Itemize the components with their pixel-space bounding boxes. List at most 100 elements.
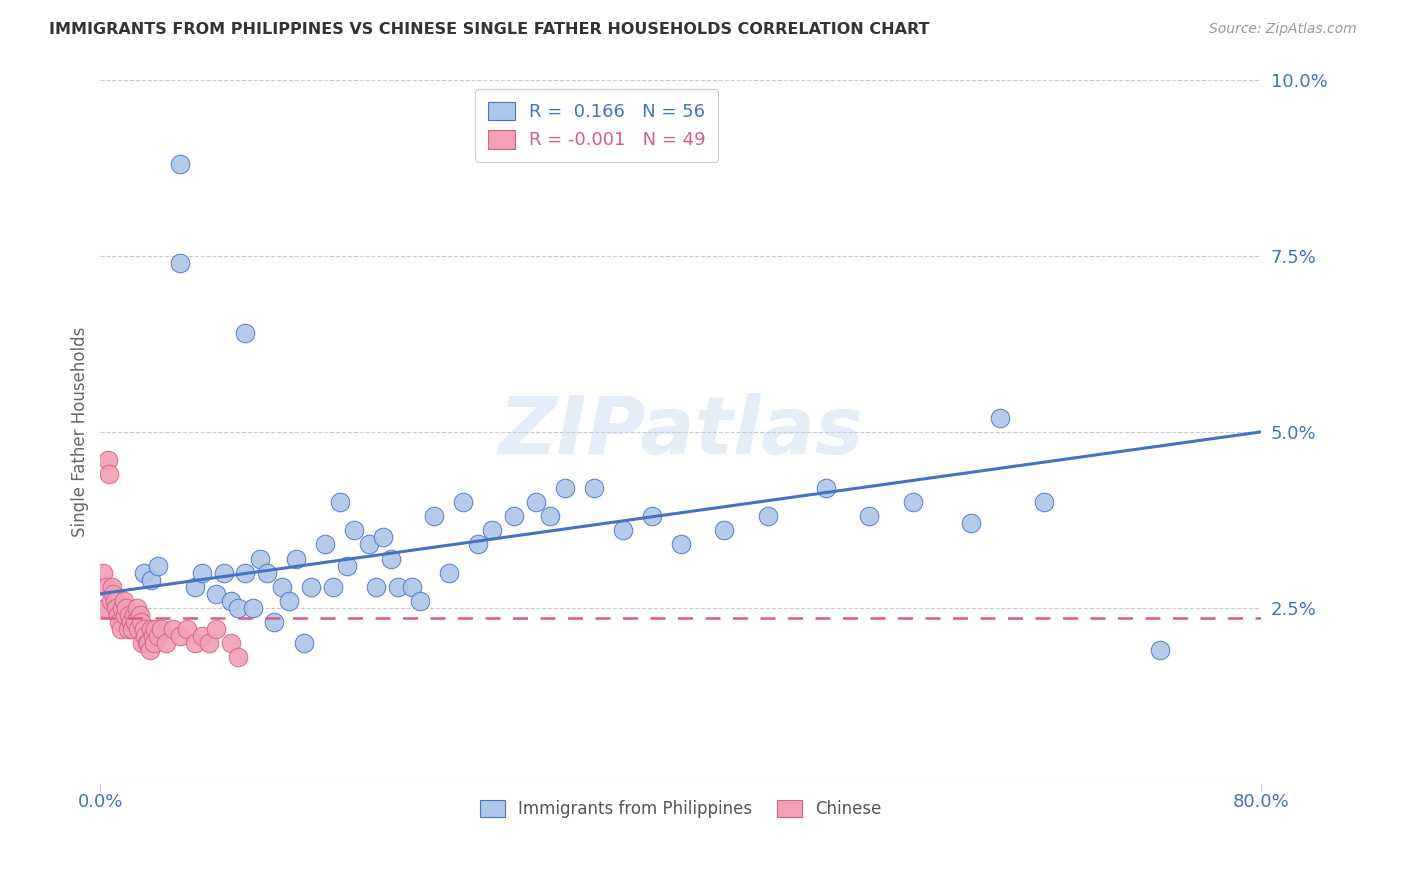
- Point: [387, 580, 409, 594]
- Point: [960, 516, 983, 531]
- Point: [814, 481, 837, 495]
- Point: [299, 580, 322, 594]
- Point: [91, 566, 114, 580]
- Point: [118, 607, 141, 622]
- Point: [713, 524, 735, 538]
- Point: [1149, 643, 1171, 657]
- Point: [148, 558, 170, 573]
- Point: [554, 481, 576, 495]
- Point: [858, 509, 880, 524]
- Point: [183, 580, 205, 594]
- Point: [93, 600, 115, 615]
- Point: [322, 580, 344, 594]
- Point: [114, 607, 136, 622]
- Point: [145, 622, 167, 636]
- Point: [97, 453, 120, 467]
- Point: [169, 157, 191, 171]
- Point: [191, 566, 214, 580]
- Text: IMMIGRANTS FROM PHILIPPINES VS CHINESE SINGLE FATHER HOUSEHOLDS CORRELATION CHAR: IMMIGRANTS FROM PHILIPPINES VS CHINESE S…: [49, 22, 929, 37]
- Point: [641, 509, 664, 524]
- Point: [242, 600, 264, 615]
- Point: [139, 622, 162, 636]
- Point: [226, 600, 249, 615]
- Point: [150, 622, 173, 636]
- Point: [226, 650, 249, 665]
- Point: [162, 622, 184, 636]
- Point: [103, 587, 125, 601]
- Point: [120, 615, 142, 629]
- Legend: Immigrants from Philippines, Chinese: Immigrants from Philippines, Chinese: [472, 793, 889, 825]
- Point: [134, 629, 156, 643]
- Point: [235, 566, 257, 580]
- Point: [249, 551, 271, 566]
- Point: [364, 580, 387, 594]
- Point: [538, 509, 561, 524]
- Point: [100, 593, 122, 607]
- Point: [278, 593, 301, 607]
- Point: [122, 607, 145, 622]
- Point: [329, 495, 352, 509]
- Point: [756, 509, 779, 524]
- Point: [129, 615, 152, 629]
- Text: Source: ZipAtlas.com: Source: ZipAtlas.com: [1209, 22, 1357, 37]
- Point: [503, 509, 526, 524]
- Point: [176, 622, 198, 636]
- Point: [138, 643, 160, 657]
- Point: [125, 600, 148, 615]
- Point: [901, 495, 924, 509]
- Point: [148, 629, 170, 643]
- Point: [256, 566, 278, 580]
- Point: [139, 573, 162, 587]
- Point: [467, 537, 489, 551]
- Point: [669, 537, 692, 551]
- Point: [481, 524, 503, 538]
- Point: [437, 566, 460, 580]
- Point: [270, 580, 292, 594]
- Point: [357, 537, 380, 551]
- Point: [314, 537, 336, 551]
- Point: [104, 593, 127, 607]
- Point: [108, 615, 131, 629]
- Point: [205, 587, 228, 601]
- Point: [988, 410, 1011, 425]
- Point: [423, 509, 446, 524]
- Point: [128, 607, 150, 622]
- Point: [373, 530, 395, 544]
- Point: [582, 481, 605, 495]
- Point: [112, 593, 135, 607]
- Point: [132, 622, 155, 636]
- Point: [111, 600, 134, 615]
- Point: [191, 629, 214, 643]
- Point: [401, 580, 423, 594]
- Point: [105, 600, 128, 615]
- Point: [263, 615, 285, 629]
- Point: [292, 636, 315, 650]
- Point: [408, 593, 430, 607]
- Point: [121, 622, 143, 636]
- Point: [1032, 495, 1054, 509]
- Point: [143, 636, 166, 650]
- Y-axis label: Single Father Households: Single Father Households: [72, 326, 89, 537]
- Point: [117, 622, 139, 636]
- Point: [219, 593, 242, 607]
- Point: [131, 636, 153, 650]
- Point: [205, 622, 228, 636]
- Point: [451, 495, 474, 509]
- Point: [101, 580, 124, 594]
- Point: [127, 622, 149, 636]
- Point: [110, 622, 132, 636]
- Point: [380, 551, 402, 566]
- Point: [98, 467, 121, 481]
- Point: [212, 566, 235, 580]
- Point: [612, 524, 634, 538]
- Point: [142, 629, 165, 643]
- Point: [219, 636, 242, 650]
- Point: [155, 636, 177, 650]
- Point: [136, 636, 159, 650]
- Point: [135, 636, 157, 650]
- Point: [115, 600, 138, 615]
- Point: [169, 256, 191, 270]
- Point: [524, 495, 547, 509]
- Point: [124, 615, 146, 629]
- Point: [285, 551, 308, 566]
